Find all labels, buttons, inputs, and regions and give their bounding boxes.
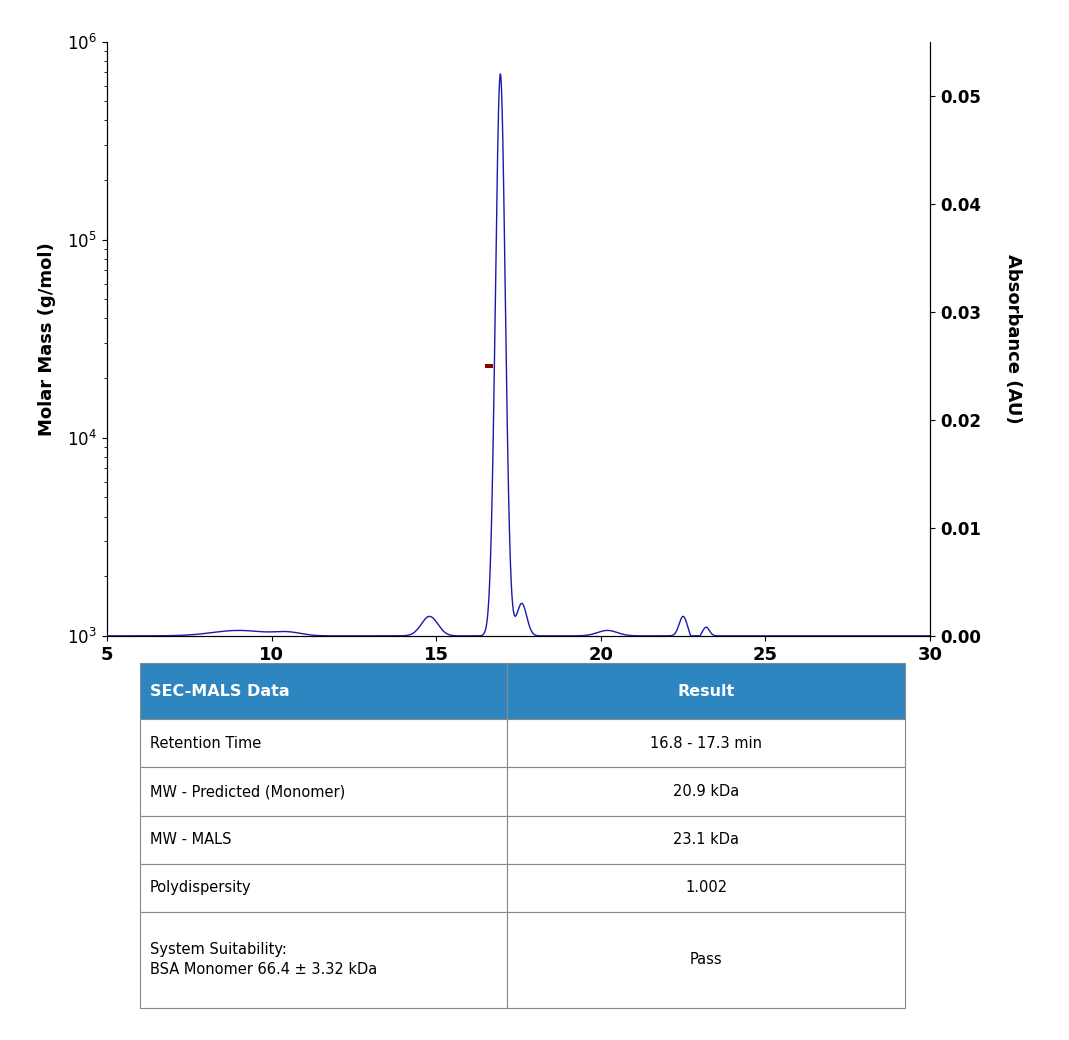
Y-axis label: Molar Mass (g/mol): Molar Mass (g/mol) [38,242,56,436]
Bar [140,768,508,815]
Text: System Suitability:
BSA Monomer 66.4 ± 3.32 kDa: System Suitability: BSA Monomer 66.4 ± 3… [150,942,377,977]
Bar [140,815,508,863]
Text: Result: Result [678,683,734,699]
Bar [508,863,905,912]
Bar [140,662,508,720]
X-axis label: Time (min): Time (min) [450,680,587,700]
Text: MW - Predicted (Monomer): MW - Predicted (Monomer) [150,784,345,799]
Bar [508,720,905,768]
Bar [508,912,905,1008]
Y-axis label: Absorbance (AU): Absorbance (AU) [1005,254,1022,423]
Bar [140,912,508,1008]
Text: Pass: Pass [690,953,723,967]
Text: 23.1 kDa: 23.1 kDa [673,832,740,847]
Text: SEC-MALS Data: SEC-MALS Data [150,683,290,699]
Text: 1.002: 1.002 [685,880,727,895]
Bar [508,768,905,815]
Text: Polydispersity: Polydispersity [150,880,251,895]
Bar [140,720,508,768]
Text: 20.9 kDa: 20.9 kDa [673,784,740,799]
Text: Retention Time: Retention Time [150,736,261,751]
Bar [508,662,905,720]
Bar [140,863,508,912]
Bar [508,815,905,863]
Text: 16.8 - 17.3 min: 16.8 - 17.3 min [650,736,762,751]
Text: MW - MALS: MW - MALS [150,832,231,847]
